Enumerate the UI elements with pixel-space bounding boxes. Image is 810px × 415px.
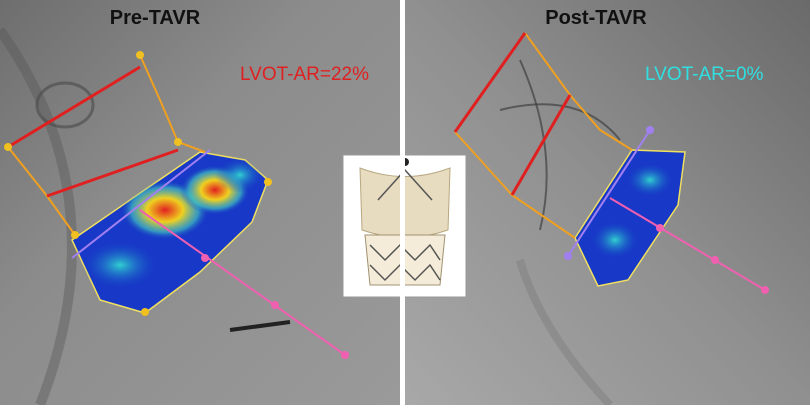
centerline-points <box>656 224 769 294</box>
flow-hotspots <box>590 162 675 260</box>
panel-title: Pre-TAVR <box>110 7 201 29</box>
catheter <box>229 320 291 332</box>
vessel <box>0 27 77 407</box>
stent-frame <box>499 103 621 141</box>
valve-plane <box>71 149 211 259</box>
bottom-margin <box>0 405 810 415</box>
divider <box>400 0 405 415</box>
annulus-outline <box>524 32 633 151</box>
landmarks <box>564 126 654 260</box>
centerline <box>139 209 346 356</box>
lvot-box <box>453 32 527 133</box>
vessel <box>516 258 613 408</box>
annulus-outline <box>139 54 206 153</box>
vessel <box>35 81 95 129</box>
centerline <box>609 197 766 291</box>
panel-title: Post-TAVR <box>545 7 647 29</box>
landmarks <box>4 51 272 316</box>
centerline-points <box>201 254 349 359</box>
valve-plane <box>567 129 651 257</box>
lvot-box <box>7 65 141 149</box>
lvot-box <box>510 94 572 196</box>
lvot-box <box>46 148 179 198</box>
ar-annotation: LVOT-AR=22% <box>240 64 369 85</box>
stent-frame <box>519 59 548 231</box>
ar-annotation: LVOT-AR=0% <box>645 64 764 85</box>
